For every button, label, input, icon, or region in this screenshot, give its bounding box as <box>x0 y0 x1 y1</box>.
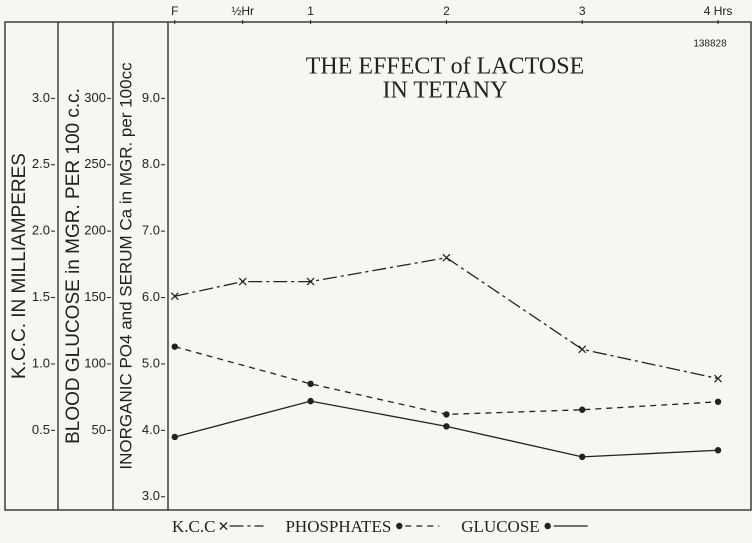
data-point <box>442 253 451 262</box>
y-tick-label: 7.0 <box>142 223 160 238</box>
marker-stroke <box>578 345 587 354</box>
y2-axis-label: BLOOD GLUCOSE in MGR. PER 100 c.c. <box>63 88 84 444</box>
data-point <box>171 433 178 441</box>
data-point <box>306 277 315 286</box>
marker-stroke <box>306 277 315 286</box>
y3-tick-label: 2.0 <box>32 223 50 238</box>
x-tick-label: 1 <box>307 4 314 18</box>
data-point <box>238 277 247 286</box>
marker-stroke <box>170 292 179 301</box>
y3-tick-label: 1.5 <box>32 289 50 304</box>
y3-tick-label: 0.5 <box>32 422 50 437</box>
data-point <box>714 447 722 454</box>
y3-tick-label: 3.0 <box>32 90 50 105</box>
data-point <box>443 423 450 430</box>
y2-tick-label: 200 <box>84 223 106 238</box>
y-tick-label: 8.0 <box>142 156 160 171</box>
y2-tick-label: 150 <box>84 289 106 304</box>
y3-axis-label: K.C.C. IN MILLIAMPERES <box>9 153 30 379</box>
legend-marker <box>544 522 551 530</box>
y-tick-label: 3.0 <box>142 488 160 503</box>
y-tick-label: 6.0 <box>142 289 160 304</box>
data-point <box>714 398 722 405</box>
series-line <box>174 257 719 380</box>
x-tick-label: 4 Hrs <box>704 4 733 18</box>
y3-tick-label: 2.5 <box>32 156 50 171</box>
legend-label: K.C.C <box>172 517 215 536</box>
chart-title: IN TETANY <box>383 78 508 104</box>
x-tick-label: F <box>171 4 178 18</box>
marker-stroke <box>714 374 723 383</box>
data-point <box>171 343 178 350</box>
y-tick-label: 5.0 <box>142 355 160 370</box>
marker-stroke <box>442 253 451 262</box>
legend-marker <box>219 522 228 530</box>
frame <box>4 21 752 511</box>
y2-tick-label: 50 <box>92 422 106 437</box>
y2-tick-label: 250 <box>84 156 106 171</box>
legend-label: PHOSPHATES <box>285 517 391 536</box>
marker-stroke <box>238 277 247 286</box>
data-point <box>307 380 314 388</box>
y-tick-label: 4.0 <box>142 422 160 437</box>
marker-stroke <box>219 522 228 530</box>
data-point <box>579 406 586 413</box>
data-point <box>714 374 723 383</box>
y2-tick-label: 300 <box>84 90 106 105</box>
data-point <box>578 345 587 354</box>
x-tick-label: ½Hr <box>231 4 254 18</box>
data-point <box>443 411 450 418</box>
y2-tick-label: 100 <box>84 355 106 370</box>
annotation: 138828 <box>693 39 727 50</box>
chart-title: THE EFFECT of LACTOSE <box>306 54 584 80</box>
legend-marker <box>396 522 403 530</box>
y-tick-label: 9.0 <box>142 90 160 105</box>
y-axis-label: INORGANIC PO4 and SERUM Ca in MGR. per 1… <box>116 62 135 470</box>
data-point <box>307 397 314 405</box>
data-point <box>579 453 586 461</box>
x-tick-label: 3 <box>579 4 586 18</box>
legend-label: GLUCOSE <box>461 517 539 536</box>
x-tick-label: 2 <box>443 4 450 18</box>
y3-tick-label: 1.0 <box>32 355 50 370</box>
data-point <box>170 292 179 301</box>
